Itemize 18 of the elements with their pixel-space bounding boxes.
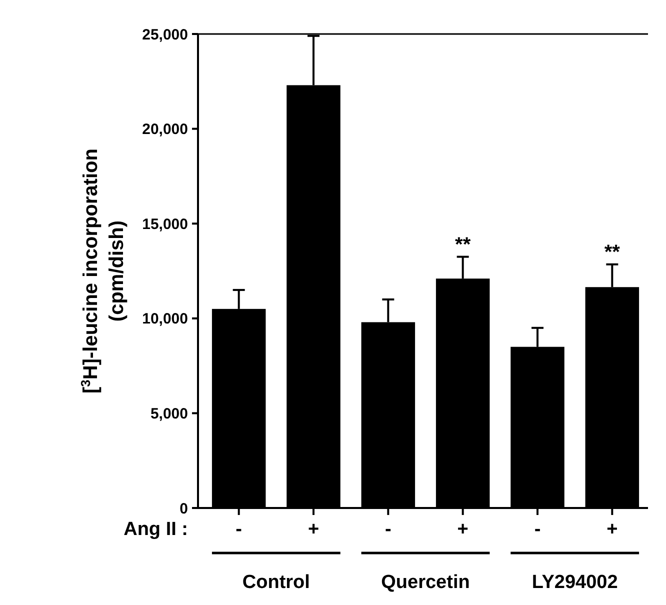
y-tick-label: 25,000 xyxy=(142,26,188,44)
x-tick-label: + xyxy=(457,519,468,540)
text: Control xyxy=(242,572,310,593)
text: Quercetin xyxy=(381,572,470,593)
x-tick-label: + xyxy=(308,519,320,540)
x-tick-label: + xyxy=(606,519,618,540)
y-tick-label: 10,000 xyxy=(142,310,188,328)
y-tick-label: 5,000 xyxy=(150,405,188,422)
y-tick-label: 20,000 xyxy=(142,121,188,138)
text: Ang II : xyxy=(124,519,188,540)
y-tick-label: 15,000 xyxy=(142,216,188,233)
x-tick-label: - xyxy=(534,519,541,540)
annotation: ** xyxy=(455,234,471,256)
y-tick-label: 0 xyxy=(180,500,188,518)
annotation: ** xyxy=(604,241,620,264)
text: LY294002 xyxy=(532,572,618,593)
x-tick-label: - xyxy=(236,519,242,540)
x-tick-label: - xyxy=(385,519,392,540)
